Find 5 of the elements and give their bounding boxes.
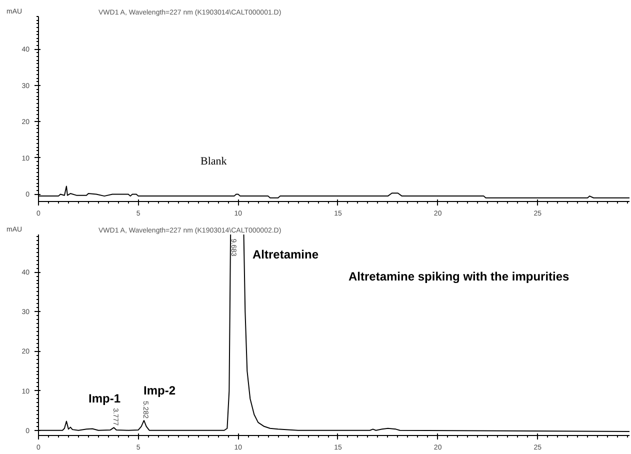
annotation: Altretamine spiking with the impurities bbox=[348, 270, 570, 284]
annotation: Blank bbox=[200, 156, 228, 168]
annotation: Altretamine bbox=[252, 248, 319, 262]
annotation: Imp-2 bbox=[144, 384, 176, 398]
annotation: Imp-1 bbox=[88, 392, 121, 406]
